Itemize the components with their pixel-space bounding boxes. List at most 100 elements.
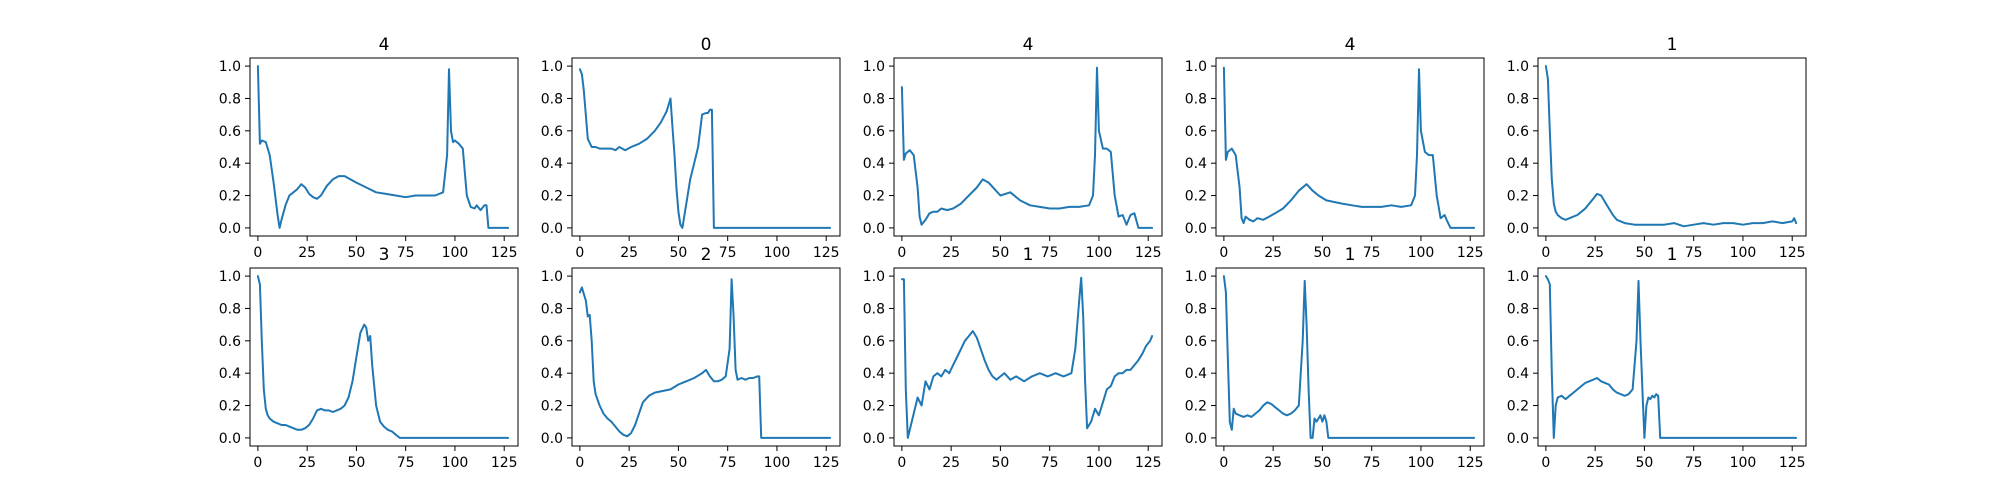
y-tick-label: 1.0 — [541, 59, 563, 75]
y-tick-label: 0.4 — [863, 366, 885, 382]
y-tick-label: 1.0 — [1185, 59, 1207, 75]
y-tick-label: 0.8 — [1507, 301, 1529, 317]
subplot-2: 0 0.0 0.2 0.4 0.6 0.8 1.0 0 25 50 75 100 125 — [541, 35, 841, 261]
y-tick-label: 0.4 — [1185, 156, 1207, 172]
y-tick-label: 1.0 — [1507, 59, 1529, 75]
subplot-title: 4 — [1345, 35, 1356, 55]
axes-frame — [1537, 267, 1807, 447]
x-tick-label: 75 — [719, 455, 737, 471]
y-tick-label: 0.8 — [1185, 91, 1207, 107]
subplot-title: 2 — [701, 245, 712, 265]
y-tick-label: 0.8 — [863, 301, 885, 317]
y-tick-label: 0.6 — [863, 124, 885, 140]
x-tick-label: 0 — [575, 455, 584, 471]
x-tick-label: 25 — [1586, 455, 1604, 471]
x-tick-label: 25 — [1264, 455, 1282, 471]
y-tick-label: 1.0 — [541, 269, 563, 285]
x-tick-label: 0 — [1219, 245, 1228, 261]
y-tick-label: 1.0 — [1507, 269, 1529, 285]
x-tick-label: 75 — [1363, 245, 1381, 261]
y-tick-label: 0.8 — [219, 301, 241, 317]
y-tick-label: 1.0 — [863, 269, 885, 285]
y-tick-label: 0.2 — [219, 399, 241, 415]
x-tick-label: 0 — [1541, 455, 1550, 471]
y-tick-label: 0.2 — [1507, 399, 1529, 415]
x-tick-label: 50 — [1313, 245, 1331, 261]
series-line — [578, 68, 832, 229]
y-tick-label: 0.0 — [219, 221, 241, 237]
subplot-10: 1 0.0 0.2 0.4 0.6 0.8 1.0 0 25 50 75 100 125 — [1507, 245, 1807, 471]
y-tick-label: 0.2 — [219, 189, 241, 205]
y-tick-label: 0.0 — [219, 431, 241, 447]
x-tick-label: 25 — [1586, 245, 1604, 261]
x-tick-label: 100 — [442, 455, 469, 471]
x-tick-label: 75 — [1685, 455, 1703, 471]
x-tick-label: 50 — [1635, 455, 1653, 471]
x-tick-label: 125 — [1135, 455, 1162, 471]
x-tick-label: 75 — [1041, 455, 1059, 471]
x-tick-label: 0 — [897, 245, 906, 261]
x-tick-label: 25 — [1264, 245, 1282, 261]
x-tick-label: 125 — [491, 455, 518, 471]
y-tick-label: 0.6 — [1507, 124, 1529, 140]
x-tick-label: 100 — [1086, 245, 1113, 261]
y-tick-label: 0.4 — [1185, 366, 1207, 382]
x-tick-label: 0 — [1541, 245, 1550, 261]
x-tick-label: 125 — [491, 245, 518, 261]
y-tick-label: 0.0 — [863, 431, 885, 447]
y-tick-label: 0.6 — [219, 124, 241, 140]
y-tick-label: 0.2 — [1185, 399, 1207, 415]
y-tick-label: 0.4 — [541, 366, 563, 382]
x-tick-label: 100 — [1408, 455, 1435, 471]
axes-frame — [1215, 57, 1485, 237]
axes-frame — [1537, 57, 1807, 237]
subplot-8: 1 0.0 0.2 0.4 0.6 0.8 1.0 0 25 50 75 100 125 — [863, 245, 1163, 471]
x-tick-label: 75 — [397, 245, 415, 261]
y-tick-label: 0.6 — [219, 334, 241, 350]
y-tick-label: 0.0 — [863, 221, 885, 237]
x-tick-label: 100 — [764, 245, 791, 261]
axes-frame — [249, 57, 519, 237]
y-tick-label: 0.4 — [219, 156, 241, 172]
subplot-9: 1 0.0 0.2 0.4 0.6 0.8 1.0 0 25 50 75 100 125 — [1185, 245, 1485, 471]
x-tick-label: 50 — [347, 245, 365, 261]
subplot-title: 0 — [701, 35, 712, 55]
subplot-title: 1 — [1667, 245, 1678, 265]
subplot-6: 3 0.0 0.2 0.4 0.6 0.8 1.0 0 25 50 75 100 125 — [219, 245, 519, 471]
y-tick-label: 1.0 — [219, 269, 241, 285]
x-tick-label: 50 — [669, 455, 687, 471]
x-tick-label: 100 — [442, 245, 469, 261]
y-tick-label: 0.2 — [1507, 189, 1529, 205]
series-line — [1544, 65, 1798, 228]
y-tick-label: 0.6 — [1507, 334, 1529, 350]
x-tick-label: 0 — [1219, 455, 1228, 471]
x-tick-label: 50 — [347, 455, 365, 471]
y-tick-label: 0.4 — [1507, 366, 1529, 382]
subplot-5: 1 0.0 0.2 0.4 0.6 0.8 1.0 0 25 50 75 100 125 — [1507, 35, 1807, 261]
subplot-title: 4 — [1023, 35, 1034, 55]
y-tick-label: 0.4 — [863, 156, 885, 172]
x-tick-label: 25 — [620, 455, 638, 471]
y-tick-label: 0.0 — [1185, 431, 1207, 447]
y-tick-label: 0.8 — [1507, 91, 1529, 107]
y-tick-label: 0.2 — [863, 399, 885, 415]
y-tick-label: 0.0 — [1185, 221, 1207, 237]
series-line — [256, 275, 510, 439]
y-tick-label: 0.8 — [863, 91, 885, 107]
x-tick-label: 75 — [1041, 245, 1059, 261]
subplot-title: 1 — [1023, 245, 1034, 265]
y-tick-label: 0.0 — [541, 221, 563, 237]
x-tick-label: 50 — [991, 245, 1009, 261]
series-line — [900, 66, 1154, 229]
x-tick-label: 125 — [1779, 245, 1806, 261]
axes-frame — [1215, 267, 1485, 447]
subplot-4: 4 0.0 0.2 0.4 0.6 0.8 1.0 0 25 50 75 100 125 — [1185, 35, 1485, 261]
y-tick-label: 0.0 — [1507, 431, 1529, 447]
x-tick-label: 0 — [253, 245, 262, 261]
x-tick-label: 0 — [253, 455, 262, 471]
x-tick-label: 75 — [397, 455, 415, 471]
axes-frame — [249, 267, 519, 447]
series-line — [900, 276, 1154, 439]
x-tick-label: 25 — [942, 455, 960, 471]
y-tick-label: 1.0 — [1185, 269, 1207, 285]
